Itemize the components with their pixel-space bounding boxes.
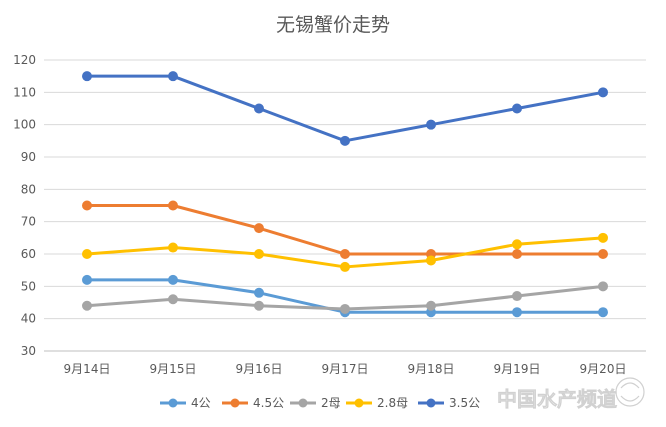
legend-label: 4.5公 (253, 396, 284, 410)
series-3 (82, 281, 608, 314)
data-point (168, 71, 178, 82)
data-point (254, 300, 264, 311)
data-point (512, 291, 522, 302)
data-point (82, 274, 92, 285)
data-point (598, 87, 608, 98)
x-tick-label: 9月19日 (494, 362, 541, 376)
legend-item: 3.5公 (418, 396, 480, 410)
legend-swatch-marker (168, 398, 178, 408)
watermark-logo-icon (615, 377, 645, 407)
x-tick-label: 9月16日 (236, 362, 283, 376)
data-point (254, 223, 264, 234)
series-line (85, 74, 605, 143)
legend-swatch-marker (354, 398, 364, 408)
x-tick-label: 9月20日 (580, 362, 627, 376)
data-point (168, 294, 178, 305)
legend-swatch-marker (230, 398, 240, 408)
data-point (426, 255, 436, 266)
legend-item: 2.8母 (346, 396, 408, 410)
y-tick-label: 90 (21, 150, 36, 164)
data-point (598, 307, 608, 318)
data-point (168, 200, 178, 211)
x-axis: 9月14日 9月15日 9月16日 9月17日 9月18日 9月19日 9月20日 (64, 362, 627, 376)
data-point (426, 119, 436, 130)
watermark-text: 中国水产频道 (497, 387, 617, 411)
data-point (82, 200, 92, 211)
y-tick-label: 60 (21, 247, 36, 261)
legend: 4公 4.5公 2母 2.8母 3.5公 (160, 396, 480, 410)
data-point (598, 281, 608, 292)
series-2 (82, 200, 608, 259)
data-point (168, 274, 178, 285)
y-tick-label: 30 (21, 344, 36, 358)
x-tick-label: 9月14日 (64, 362, 111, 376)
data-point (82, 71, 92, 82)
data-point (598, 232, 608, 243)
legend-label: 2母 (321, 396, 341, 410)
y-tick-label: 40 (21, 312, 36, 326)
legend-item: 4.5公 (222, 396, 284, 410)
y-tick-label: 120 (13, 53, 36, 67)
series-5 (82, 71, 608, 146)
y-axis: 30 40 50 60 70 80 90 100 110 120 (13, 53, 36, 358)
legend-swatch-marker (298, 398, 308, 408)
x-tick-label: 9月18日 (408, 362, 455, 376)
data-point (254, 249, 264, 259)
legend-item: 4公 (160, 396, 211, 410)
data-point (512, 307, 522, 318)
y-tick-label: 110 (13, 85, 36, 99)
data-point (340, 135, 350, 146)
grid-layer (44, 59, 646, 352)
x-tick-label: 9月17日 (322, 362, 369, 376)
legend-item: 2母 (290, 396, 341, 410)
y-tick-label: 50 (21, 279, 36, 293)
legend-swatch-marker (426, 398, 436, 408)
legend-label: 3.5公 (449, 396, 480, 410)
series-4 (82, 232, 608, 272)
data-point (512, 249, 522, 259)
series-layer (82, 71, 608, 318)
data-point (512, 239, 522, 250)
y-tick-label: 80 (21, 182, 36, 196)
data-point (254, 287, 264, 298)
data-point (82, 249, 92, 259)
legend-label: 4公 (191, 396, 211, 410)
legend-label: 2.8母 (377, 396, 408, 410)
x-tick-label: 9月15日 (150, 362, 197, 376)
data-point (254, 103, 264, 114)
data-point (340, 303, 350, 314)
chart-title: 无锡蟹价走势 (276, 14, 390, 36)
data-point (82, 300, 92, 311)
data-point (168, 242, 178, 253)
data-point (598, 249, 608, 259)
data-point (426, 300, 436, 311)
y-tick-label: 70 (21, 215, 36, 229)
data-point (512, 103, 522, 114)
data-point (340, 261, 350, 272)
y-tick-label: 100 (13, 118, 36, 132)
data-point (340, 249, 350, 259)
